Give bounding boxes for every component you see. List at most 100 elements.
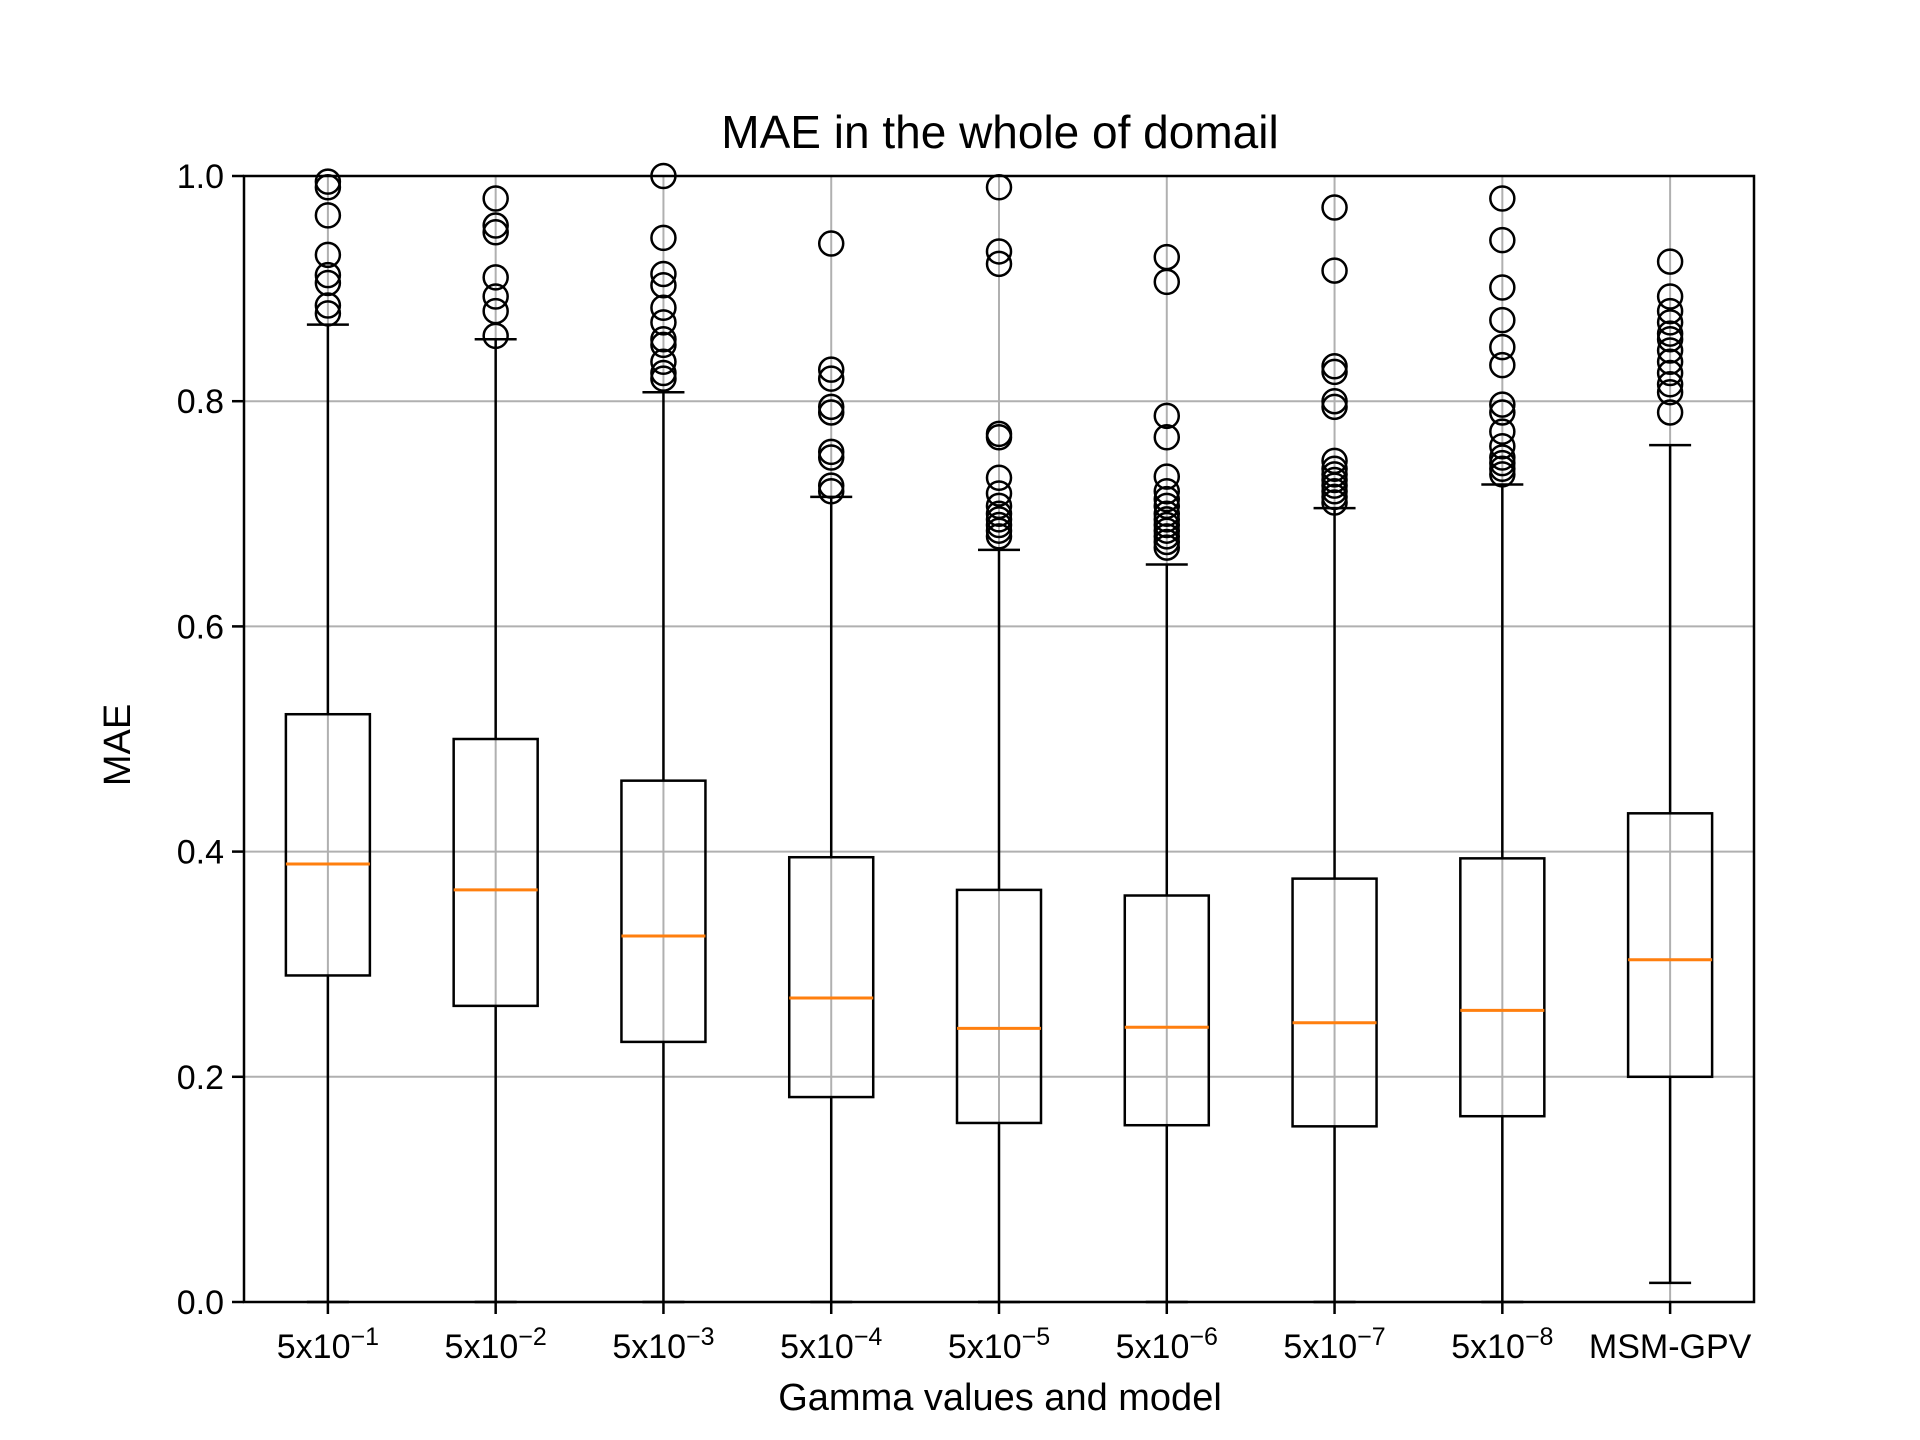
outlier-point	[985, 500, 1013, 528]
x-tick-label: 5x10−2	[445, 1323, 547, 1366]
outlier-point	[1321, 489, 1348, 516]
outlier-point	[1321, 483, 1348, 511]
outlier-point	[1656, 378, 1684, 406]
y-tick-label: 1.0	[177, 158, 224, 196]
y-tick-label: 0.8	[177, 383, 224, 421]
outlier-point	[1321, 358, 1348, 386]
x-tick-label: 5x10−3	[612, 1323, 714, 1366]
outlier-point	[1656, 326, 1684, 353]
outlier-point	[817, 356, 845, 383]
outlier-point	[1153, 517, 1181, 544]
outlier-point	[314, 292, 342, 319]
outlier-point	[314, 261, 342, 289]
y-axis-ticks: 0.0 0.2 0.4 0.6 0.8 1.0	[177, 158, 244, 1322]
outlier-point	[1656, 297, 1684, 325]
outlier-point	[314, 269, 342, 297]
outlier-point	[1489, 391, 1516, 418]
box-group	[452, 185, 539, 1304]
outlier-point	[314, 300, 342, 327]
outlier-point	[817, 478, 845, 505]
outlier-point	[482, 212, 509, 239]
outlier-point	[1321, 472, 1348, 499]
box-group	[955, 174, 1043, 1304]
outlier-point	[1489, 399, 1516, 426]
outlier-point	[1489, 455, 1516, 483]
iqr-box	[1291, 877, 1378, 1128]
outlier-point	[985, 506, 1013, 533]
outlier-point	[1153, 528, 1181, 556]
outlier-point	[1321, 353, 1348, 380]
outlier-point	[1489, 461, 1516, 488]
iqr-box	[787, 855, 875, 1099]
iqr-box	[284, 712, 372, 977]
box-group	[1291, 194, 1378, 1304]
iqr-box	[1459, 857, 1546, 1118]
iqr-box	[620, 779, 707, 1044]
outlier-point	[1153, 478, 1181, 505]
outlier-point	[985, 480, 1013, 507]
outlier-point	[817, 472, 845, 499]
outlier-point	[1489, 418, 1516, 445]
outlier-point	[314, 168, 342, 195]
outlier-point	[817, 230, 845, 257]
outlier-point	[817, 444, 845, 471]
outlier-point	[1321, 393, 1348, 421]
outlier-point	[650, 294, 677, 321]
outlier-point	[1153, 506, 1181, 533]
outlier-point	[1153, 402, 1181, 430]
outlier-point	[985, 423, 1013, 451]
outlier-point	[817, 365, 845, 392]
outlier-point	[1489, 306, 1516, 334]
outlier-point	[650, 260, 677, 288]
outlier-point	[1489, 274, 1516, 301]
outlier-point	[650, 309, 677, 336]
outlier-point	[650, 331, 677, 359]
outlier-point	[314, 241, 342, 269]
outlier-point	[817, 393, 845, 421]
box-group	[787, 230, 875, 1304]
outlier-point	[1489, 449, 1516, 477]
chart-title: MAE in the whole of domail	[721, 106, 1278, 158]
outlier-point	[985, 517, 1013, 544]
outlier-point	[985, 511, 1013, 539]
y-tick-label: 0.6	[177, 608, 224, 646]
x-axis-label: Gamma values and model	[778, 1377, 1222, 1419]
outlier-point	[650, 359, 677, 387]
outlier-point	[1489, 333, 1516, 361]
outlier-point	[650, 348, 677, 376]
outlier-point	[1489, 432, 1516, 460]
outlier-point	[1321, 194, 1348, 221]
iqr-box	[955, 888, 1043, 1125]
outlier-point	[1153, 500, 1181, 528]
outlier-point	[1153, 511, 1181, 539]
outlier-point	[1489, 444, 1516, 471]
outlier-point	[1321, 455, 1348, 483]
y-tick-label: 0.0	[177, 1284, 224, 1322]
outlier-point	[1489, 226, 1516, 254]
outlier-point	[482, 322, 509, 350]
outlier-point	[1656, 309, 1684, 336]
iqr-box	[1626, 812, 1714, 1079]
outlier-point	[482, 185, 509, 212]
outlier-point	[650, 224, 677, 252]
box-group	[1459, 185, 1546, 1304]
outlier-point	[1656, 371, 1684, 398]
outlier-point	[1321, 257, 1348, 284]
y-tick-label: 0.2	[177, 1059, 224, 1097]
outlier-point	[1656, 359, 1684, 387]
outlier-point	[1656, 283, 1684, 310]
box-group	[1123, 243, 1211, 1304]
outlier-point	[1656, 337, 1684, 364]
outlier-point	[482, 264, 509, 291]
outlier-point	[482, 283, 509, 310]
outlier-point	[650, 326, 677, 353]
outlier-point	[1153, 523, 1181, 550]
outlier-point	[1321, 461, 1348, 488]
outlier-point	[985, 238, 1013, 265]
outlier-point	[1153, 534, 1181, 561]
outlier-point	[817, 438, 845, 466]
y-axis-label: MAE	[97, 704, 139, 786]
box-group	[1626, 248, 1714, 1285]
